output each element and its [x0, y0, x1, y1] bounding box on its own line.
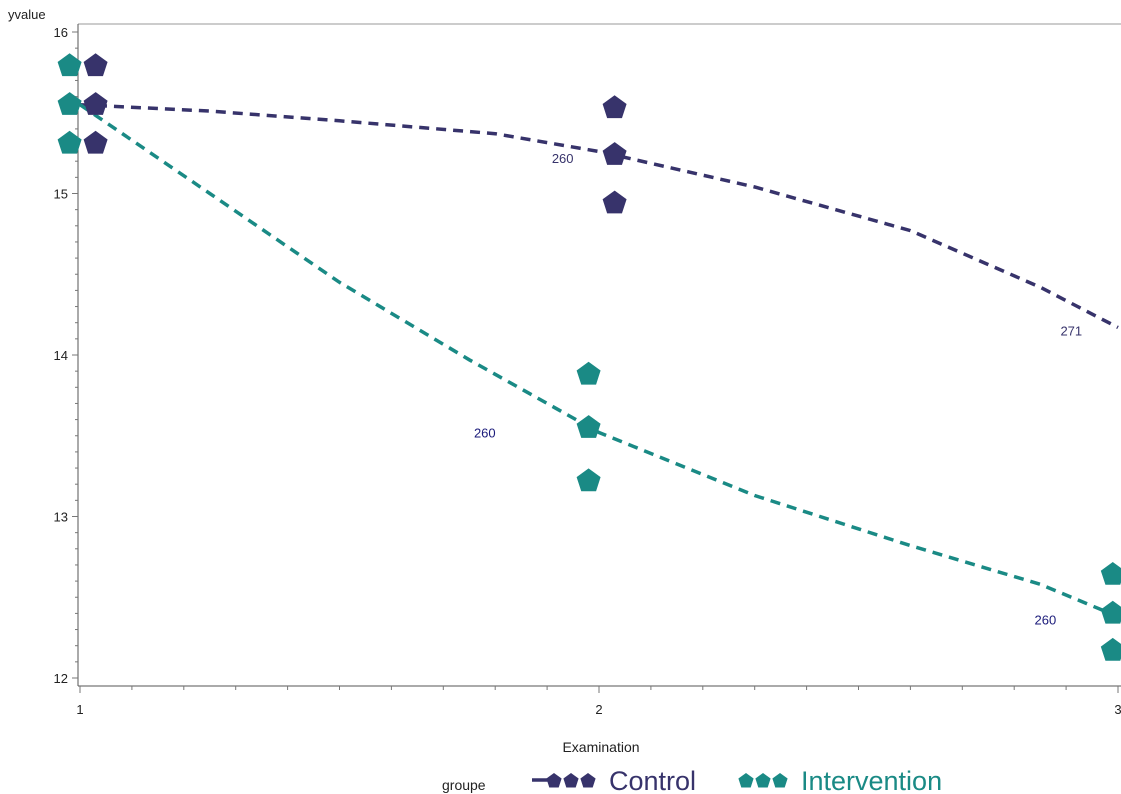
legend-swatch-marker	[563, 773, 579, 788]
y-tick-label: 14	[54, 348, 68, 363]
data-point-intervention	[576, 415, 601, 438]
y-axis-ticks: 12 13 14 15 16	[54, 25, 78, 686]
annotation-label: 260	[1034, 613, 1056, 628]
y-tick-label: 16	[54, 25, 68, 40]
legend-title: groupe	[442, 777, 486, 793]
data-point-intervention	[57, 130, 82, 154]
data-point-control	[602, 142, 627, 165]
annotations: 260 271 260 260	[474, 151, 1082, 628]
x-axis-title: Examination	[562, 739, 639, 755]
x-tick-label: 3	[1114, 702, 1121, 717]
legend: groupe Control Intervention	[442, 766, 942, 794]
data-markers	[57, 53, 1121, 661]
y-axis-title: yvalue	[8, 7, 46, 22]
data-point-intervention	[57, 92, 82, 115]
annotation-label: 260	[552, 151, 574, 166]
data-point-control	[602, 190, 627, 214]
data-point-intervention	[1100, 561, 1121, 585]
x-axis-ticks: 1 2 3	[76, 686, 1121, 717]
legend-swatch-marker	[738, 773, 754, 788]
data-point-intervention	[57, 53, 82, 77]
trend-curves	[79, 102, 1119, 619]
legend-swatch-marker	[580, 773, 596, 788]
annotation-label: 260	[474, 425, 496, 440]
x-tick-label: 2	[595, 702, 602, 717]
data-point-intervention	[576, 361, 601, 385]
legend-label-control: Control	[609, 766, 696, 794]
data-point-intervention	[1100, 600, 1121, 624]
annotation-label: 271	[1060, 324, 1082, 339]
trend-curve-intervention	[79, 103, 1119, 619]
data-point-intervention	[1100, 637, 1121, 661]
legend-swatch-marker	[772, 773, 788, 788]
data-point-intervention	[576, 468, 601, 492]
data-point-control	[83, 130, 108, 154]
y-tick-label: 12	[54, 671, 68, 686]
x-tick-label: 1	[76, 702, 83, 717]
y-tick-label: 13	[54, 510, 68, 525]
data-point-control	[83, 92, 108, 115]
data-point-control	[83, 53, 108, 77]
trend-curve-control	[79, 102, 1119, 330]
data-point-control	[602, 95, 627, 119]
legend-swatch-marker	[755, 773, 771, 788]
y-tick-label: 15	[54, 187, 68, 202]
legend-swatch-marker	[546, 773, 562, 788]
legend-label-intervention: Intervention	[801, 766, 942, 794]
